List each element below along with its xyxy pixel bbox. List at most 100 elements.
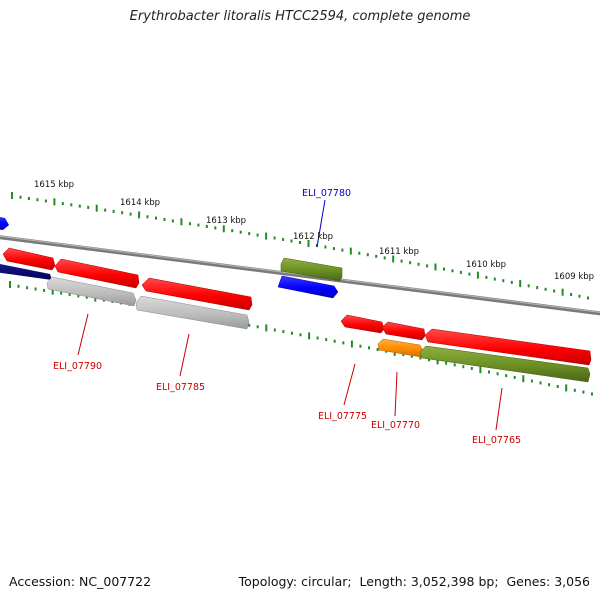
gene-arrow[interactable] (280, 257, 343, 282)
gene-arrow[interactable] (424, 328, 592, 366)
scale-minor-tick (358, 251, 361, 255)
scale-minor-tick (359, 344, 362, 348)
scale-minor-tick (290, 239, 293, 243)
scale-minor-tick (578, 294, 581, 298)
label-leader-line (77, 313, 89, 356)
scale-minor-tick (70, 203, 73, 207)
scale-minor-tick (544, 287, 547, 291)
scale-major-tick (522, 375, 525, 383)
scale-minor-tick (453, 363, 456, 367)
gene-label[interactable]: ELI_07770 (371, 420, 420, 431)
scale-minor-tick (36, 198, 39, 202)
scale-minor-tick (19, 195, 22, 199)
scale-minor-tick (85, 295, 88, 299)
scale-minor-tick (505, 374, 508, 378)
gene-arrow[interactable] (2, 247, 56, 271)
scale-minor-tick (409, 261, 412, 265)
scale-minor-tick (121, 211, 124, 215)
scale-major-tick (180, 218, 183, 226)
scale-minor-tick (282, 330, 285, 334)
scale-minor-tick (485, 275, 488, 279)
scale-major-tick (308, 332, 311, 340)
gene-label[interactable]: ELI_07765 (472, 435, 521, 446)
scale-minor-tick (333, 339, 336, 343)
gene-label[interactable]: ELI_07780 (302, 188, 351, 199)
scale-major-tick (479, 366, 482, 374)
scale-minor-tick (248, 323, 251, 327)
scale-minor-tick (299, 333, 302, 337)
scale-major-tick (265, 232, 268, 240)
scale-minor-tick (104, 208, 107, 212)
scale-major-tick (9, 281, 11, 288)
scale-major-tick (95, 204, 98, 212)
scale-minor-tick (112, 209, 115, 213)
gene-arrow[interactable] (419, 345, 591, 383)
gene-arrow[interactable] (141, 277, 253, 311)
gene-label[interactable]: ELI_07790 (53, 361, 102, 372)
scale-minor-tick (256, 325, 259, 329)
scale-major-tick (565, 384, 568, 392)
scale-tick-label: 1612 kbp (293, 232, 333, 242)
scale-minor-tick (205, 225, 208, 228)
scale-labels: 1615 kbp 1614 kbp 1613 kbp 1612 kbp 1611… (34, 180, 594, 282)
gene-arrow[interactable] (381, 321, 426, 341)
scale-minor-tick (34, 287, 37, 291)
gene-arrow[interactable] (0, 216, 9, 230)
scale-minor-tick (383, 256, 386, 260)
scale-minor-tick (61, 202, 64, 206)
scale-tick-label: 1610 kbp (466, 260, 506, 270)
label-leader-line (495, 387, 503, 431)
scale-minor-tick (368, 346, 370, 350)
genes-value: 3,056 (554, 574, 590, 589)
scale-minor-tick (591, 392, 593, 396)
scale-minor-tick (27, 197, 30, 200)
scale-minor-tick (44, 199, 47, 203)
label-leader-line (316, 199, 326, 248)
scale-minor-tick (488, 370, 490, 374)
scale-minor-tick (146, 215, 149, 219)
length-value: 3,052,398 bp (410, 574, 495, 589)
genome-summary: Topology: circular; Length: 3,052,398 bp… (238, 574, 590, 589)
topology-value: circular (301, 574, 348, 589)
scale-minor-tick (342, 341, 345, 345)
scale-minor-tick (239, 230, 242, 234)
gene-arrow[interactable] (340, 314, 385, 334)
gene-arrow[interactable] (0, 263, 52, 280)
gene-label[interactable]: ELI_07775 (318, 411, 367, 422)
gene-arrow[interactable] (135, 295, 250, 330)
scale-tick-label: 1611 kbp (379, 247, 419, 257)
scale-minor-tick (188, 222, 191, 226)
gene-arrow[interactable] (377, 338, 424, 358)
label-leader-line (179, 333, 190, 377)
gene-arrow[interactable] (46, 276, 137, 307)
gene-arrow[interactable] (277, 275, 339, 299)
scale-major-tick (436, 357, 439, 365)
scale-tick-label: 1615 kbp (34, 180, 74, 190)
scale-minor-tick (26, 286, 29, 290)
scale-minor-tick (587, 296, 589, 300)
scale-minor-tick (443, 267, 445, 271)
scale-minor-tick (513, 375, 516, 379)
gene-arrow[interactable] (54, 258, 140, 289)
genes-label: Genes: (506, 574, 551, 589)
scale-tick-label: 1614 kbp (120, 198, 160, 208)
scale-tick-label: 1613 kbp (206, 216, 246, 226)
accession-info: Accession: NC_007722 (9, 574, 151, 589)
scale-major-tick (11, 192, 13, 199)
scale-minor-tick (462, 365, 465, 369)
label-leader-line (394, 371, 398, 417)
scale-minor-tick (87, 205, 90, 209)
scale-minor-tick (573, 388, 576, 392)
scale-minor-tick (273, 236, 276, 240)
scale-minor-tick (214, 226, 217, 230)
scale-minor-tick (163, 218, 166, 221)
scale-minor-tick (332, 247, 335, 251)
scale-minor-tick (290, 331, 293, 335)
scale-minor-tick (582, 390, 585, 394)
scale-minor-tick (155, 216, 157, 220)
scale-minor-tick (451, 269, 454, 273)
gene-label[interactable]: ELI_07785 (156, 382, 205, 393)
scale-minor-tick (410, 354, 413, 358)
scale-minor-tick (459, 270, 462, 274)
